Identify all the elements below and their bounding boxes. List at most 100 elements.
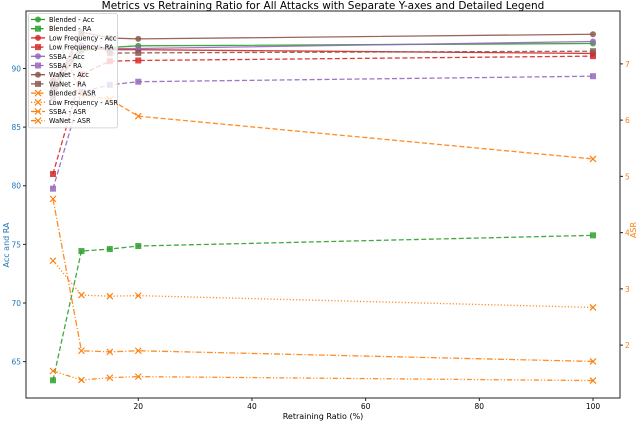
- left-y-axis: 65 70 75 80 85 90: [11, 64, 26, 367]
- right-y-tick-label: 5: [625, 172, 630, 181]
- legend-label: Low Frequency - RA: [49, 44, 114, 52]
- legend-marker: [35, 16, 41, 23]
- legend-marker: [35, 62, 41, 69]
- data-point: [106, 374, 114, 382]
- data-point: [50, 185, 56, 192]
- data-point: [589, 155, 597, 163]
- data-point: [134, 112, 142, 120]
- legend-label: WaNet - RA: [49, 80, 87, 88]
- legend-item: Low Frequency - RA: [31, 44, 114, 52]
- data-point: [134, 347, 142, 355]
- x-tick-label: 60: [361, 402, 371, 411]
- data-point: [590, 232, 596, 239]
- data-point: [77, 291, 85, 299]
- left-y-tick-label: 80: [11, 182, 21, 191]
- data-point: [135, 35, 142, 42]
- data-point: [106, 348, 114, 356]
- x-tick-label: 80: [475, 402, 485, 411]
- data-point: [106, 246, 113, 253]
- chart-title: Metrics vs Retraining Ratio for All Atta…: [102, 0, 545, 12]
- data-point: [134, 373, 142, 381]
- series-line: [52, 234, 594, 381]
- legend-item: WaNet - Acc: [31, 71, 89, 79]
- left-y-tick-label: 90: [11, 64, 21, 73]
- data-point: [50, 171, 56, 178]
- right-y-axis: 2 3 4 5 6 7: [620, 60, 630, 350]
- legend-label: Low Frequency - Acc: [49, 34, 117, 42]
- legend-marker: [34, 117, 42, 125]
- legend-box: [28, 13, 118, 129]
- legend-item: Low Frequency - ASR: [31, 99, 118, 107]
- data-point: [589, 377, 597, 384]
- legend-marker: [35, 44, 41, 51]
- data-point: [49, 195, 57, 203]
- legend-item: WaNet - RA: [31, 80, 87, 88]
- data-point: [135, 57, 142, 64]
- data-point: [49, 257, 57, 265]
- x-axis-label: Retraining Ratio (%): [283, 412, 364, 421]
- series-line: [52, 40, 594, 93]
- data-point: [589, 304, 597, 311]
- legend-marker: [34, 98, 42, 106]
- series-wanet-ra: [50, 30, 596, 101]
- left-y-tick-label: 75: [11, 240, 21, 249]
- legend-marker: [34, 108, 42, 115]
- legend-marker: [35, 71, 41, 78]
- data-point: [590, 38, 596, 45]
- series-wanet-asr: [49, 367, 597, 384]
- data-point: [49, 367, 57, 375]
- data-point: [77, 347, 85, 355]
- data-point: [78, 248, 85, 255]
- series-line: [52, 198, 594, 363]
- legend-marker: [35, 80, 41, 87]
- series-blended-ra: [50, 232, 596, 384]
- x-axis: 20 40 60 80 100: [133, 398, 600, 411]
- legend-item: Blended - RA: [31, 25, 92, 33]
- legend-item: SSBA - Acc: [31, 53, 85, 61]
- series-low-frequency-asr: [49, 257, 597, 311]
- data-point: [106, 292, 114, 300]
- data-point: [590, 73, 596, 80]
- series-low-frequency-ra: [50, 53, 596, 178]
- x-tick-label: 40: [247, 402, 257, 411]
- left-y-tick-label: 70: [11, 299, 21, 308]
- data-point: [135, 243, 142, 250]
- data-point: [50, 377, 56, 384]
- legend-marker: [34, 89, 42, 97]
- left-y-tick-label: 65: [11, 358, 21, 367]
- legend-label: WaNet - ASR: [49, 117, 91, 125]
- left-y-axis-label: Acc and RA: [2, 222, 11, 268]
- x-tick-label: 20: [133, 402, 143, 411]
- legend-item: WaNet - ASR: [31, 117, 91, 125]
- legend-label: Low Frequency - ASR: [49, 99, 118, 107]
- legend-label: Blended - RA: [49, 25, 92, 33]
- legend-item: SSBA - ASR: [31, 108, 87, 116]
- legend-label: WaNet - Acc: [49, 71, 89, 79]
- legend-label: SSBA - ASR: [49, 108, 87, 116]
- data-point: [589, 358, 597, 365]
- series-line: [52, 55, 594, 175]
- data-point: [590, 31, 596, 38]
- legend-label: SSBA - Acc: [49, 53, 85, 61]
- plot-area: [49, 23, 597, 384]
- legend-label: SSBA - RA: [49, 62, 82, 70]
- legend-item: Blended - Acc: [31, 16, 95, 24]
- data-point: [590, 53, 596, 60]
- right-y-tick-label: 2: [625, 341, 630, 350]
- left-y-tick-label: 85: [11, 123, 21, 132]
- series-ssba-acc: [50, 38, 596, 95]
- series-line: [52, 75, 594, 189]
- data-point: [590, 48, 596, 55]
- legend-marker: [35, 25, 41, 32]
- series-ssba-asr: [49, 195, 597, 365]
- data-point: [135, 78, 142, 85]
- right-y-tick-label: 3: [625, 285, 630, 294]
- data-point: [134, 292, 142, 300]
- legend-marker: [35, 53, 41, 60]
- right-y-axis-label: ASR: [629, 222, 638, 239]
- data-point: [135, 49, 142, 56]
- x-tick-label: 100: [586, 402, 601, 411]
- right-y-tick-label: 4: [625, 229, 630, 238]
- series-line: [52, 370, 594, 382]
